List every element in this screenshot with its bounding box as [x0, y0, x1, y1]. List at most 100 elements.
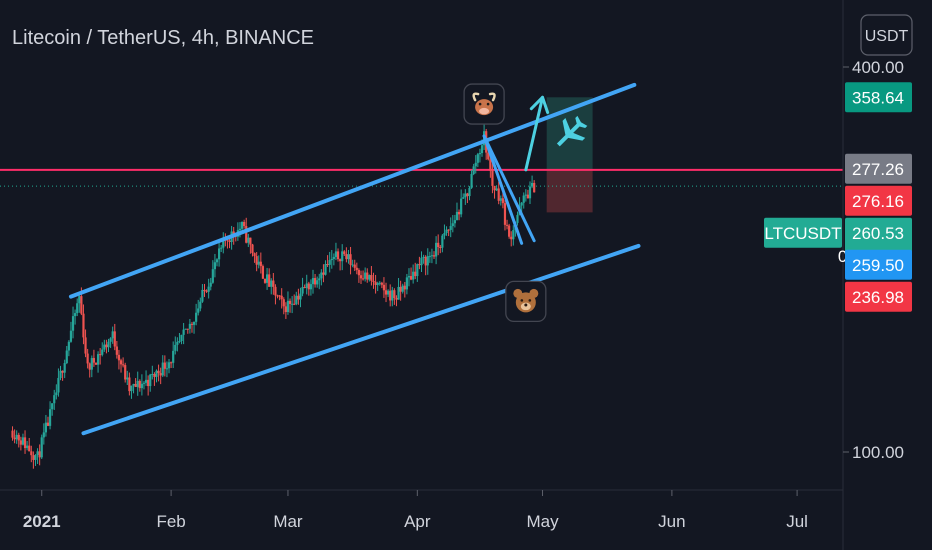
candle-body: [115, 346, 118, 355]
candle-body: [453, 220, 456, 224]
time-axis[interactable]: 2021 Feb Mar Apr May Jun Jul: [23, 490, 808, 531]
projection-arrow-head[interactable]: [529, 95, 550, 114]
candle-body: [407, 276, 411, 278]
candle-body: [422, 256, 425, 258]
candle-body: [167, 362, 171, 369]
candle-body: [136, 380, 139, 387]
candle-body: [460, 198, 463, 215]
candle-body: [395, 298, 398, 300]
candle-body: [295, 295, 298, 305]
candle-body: [82, 313, 85, 338]
candle-body: [389, 290, 392, 301]
candle-body: [426, 256, 429, 266]
candle-body: [38, 451, 41, 458]
candle-body: [313, 278, 317, 285]
candle-body: [293, 303, 296, 305]
candle-body: [132, 383, 135, 386]
candle-body: [255, 256, 258, 265]
candle-body: [497, 188, 500, 201]
candle-body: [455, 211, 459, 221]
y-tick-label: 100.00: [852, 443, 904, 462]
candle-body: [240, 222, 244, 229]
candle-body: [57, 377, 60, 393]
candle-body: [508, 225, 511, 237]
candle-body: [435, 242, 438, 257]
candle-body: [197, 308, 200, 313]
candle-body: [324, 263, 327, 275]
candle-body: [21, 437, 25, 445]
candle-body: [92, 358, 95, 363]
candle-body: [439, 247, 442, 249]
wedge-left-leg[interactable]: [482, 134, 524, 245]
candle-body: [478, 153, 482, 155]
candle-body: [437, 242, 440, 248]
candle-body: [349, 254, 352, 265]
bull-icon-nose: [479, 107, 490, 115]
candle-body: [401, 285, 404, 292]
candle-body: [530, 182, 534, 187]
currency-button-label[interactable]: USDT: [865, 28, 909, 45]
candle-body: [376, 283, 379, 285]
candle-body: [265, 274, 269, 283]
candle-body: [86, 353, 89, 364]
candle-body: [182, 329, 185, 335]
candle-body: [374, 281, 377, 285]
channel-upper-line[interactable]: [68, 82, 637, 299]
candle-body: [301, 287, 304, 294]
candle-body: [355, 267, 358, 270]
price-axis[interactable]: 400.00 100.00: [843, 58, 904, 462]
candle-body: [405, 277, 408, 290]
candle-body: [144, 379, 148, 383]
price-badge-bg: [845, 153, 912, 184]
candle-body: [178, 341, 181, 343]
candle-body: [26, 445, 29, 449]
candle-body: [387, 290, 390, 295]
candle-body: [316, 280, 319, 285]
channel-lower-line[interactable]: [81, 243, 641, 436]
candle-body: [176, 341, 179, 345]
x-tick-label: Feb: [156, 512, 185, 531]
candle-body: [55, 392, 58, 396]
symbol-badge-label: LTCUSDT: [764, 224, 841, 243]
candle-body: [190, 323, 194, 325]
projection-arrow-shaft[interactable]: [524, 95, 545, 172]
candle-body: [341, 251, 344, 262]
currency-button[interactable]: USDT: [860, 14, 913, 56]
candle-body: [328, 260, 331, 265]
candle-body: [493, 185, 496, 191]
candle-body: [228, 240, 231, 242]
bull-icon-eye: [486, 102, 490, 106]
currency-button-frame[interactable]: [860, 14, 913, 56]
candle-body: [138, 380, 141, 389]
candle-body: [330, 259, 333, 261]
candle-body: [462, 197, 465, 199]
candle-body: [491, 170, 494, 186]
candle-body: [159, 373, 162, 376]
bear-icon-nose: [524, 303, 528, 307]
candle-body: [343, 251, 346, 255]
candle-body: [470, 174, 473, 188]
candle-body: [28, 445, 31, 452]
candle-body: [384, 290, 388, 295]
candle-body: [130, 385, 133, 392]
candle-body: [226, 239, 229, 241]
candle-body: [495, 188, 498, 191]
candle-body: [259, 261, 262, 267]
candle-body: [51, 403, 54, 410]
candle-body: [288, 300, 292, 304]
candle-body: [318, 278, 321, 281]
wedge-right-leg[interactable]: [482, 134, 536, 243]
candle-body: [472, 166, 475, 175]
candle-body: [307, 283, 310, 290]
candle-body: [428, 256, 431, 258]
airplane-icon-shape: [556, 115, 588, 147]
candle-body: [339, 259, 342, 262]
candle-body: [205, 290, 208, 292]
candle-body: [322, 272, 325, 275]
candle-body: [188, 323, 191, 329]
price-badge-value: 259.50: [852, 256, 904, 275]
drawings[interactable]: [68, 82, 641, 436]
